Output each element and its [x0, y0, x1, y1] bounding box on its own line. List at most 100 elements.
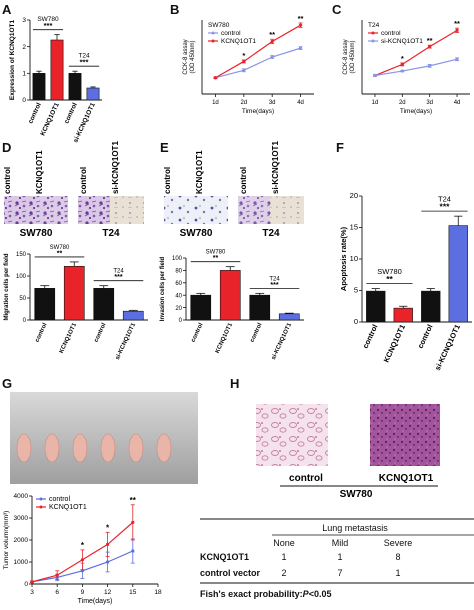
panel-letter-e: E [160, 140, 169, 155]
d-photo-t24-si [110, 196, 144, 224]
x-tick-label: control [250, 322, 264, 343]
panel-d-micrographs: control KCNQ1OT1 control si-KCNQ1OT1 SW7… [3, 141, 144, 239]
x-tick-label: KCNQ1OT1 [382, 323, 407, 364]
group-label: T24 [269, 276, 280, 282]
legend-label: KCNQ1OT1 [221, 38, 256, 45]
e-caption-sw780: SW780 [180, 228, 213, 239]
data-point [455, 57, 459, 61]
legend-marker [211, 31, 215, 35]
bar [249, 294, 271, 321]
mouse-1 [16, 433, 32, 463]
data-point [428, 45, 432, 49]
d-photo-label-control-2: control [79, 167, 88, 194]
h-photo-kcnq [370, 404, 440, 466]
data-point [270, 39, 274, 44]
mouse-6 [156, 433, 172, 463]
data-point [298, 23, 303, 27]
y-tick-label: 4000 [14, 493, 29, 500]
y-axis-label: (OD 450nm) [190, 40, 196, 73]
legend-marker [211, 39, 215, 43]
data-point [106, 560, 110, 564]
y-axis-label: Invasion cells per field [160, 256, 166, 321]
x-tick-label: control [27, 102, 43, 125]
significance-stars: ** [427, 36, 433, 45]
e-photo-t24-control [238, 196, 270, 224]
panel-letter-b: B [170, 2, 179, 17]
y-tick-label: 100 [172, 256, 183, 262]
bar [32, 73, 46, 101]
x-tick-label: si-KCNQ1OT1 [115, 322, 137, 361]
group-label: T24 [78, 53, 90, 60]
chart-e-invasion: 0 20 40 60 80 100 Invasion cells per field cont… [160, 250, 304, 361]
y-tick-label: 80 [175, 269, 182, 275]
y-axis-label: CCK-8 assay [343, 39, 349, 74]
x-tick-label: 3d [269, 100, 276, 106]
legend-title: T24 [368, 22, 380, 29]
y-tick-label: 3000 [14, 515, 29, 522]
e-photo-sw780-control [164, 196, 196, 224]
data-point [373, 73, 377, 78]
panel-h-histology: control KCNQ1OT1 SW780 [256, 404, 440, 500]
group-label: T24 [438, 195, 451, 204]
e-photo-sw780-kcnq [196, 196, 228, 224]
e-photo-t24-si [270, 196, 304, 224]
group-label: SW780 [206, 250, 226, 256]
bar [50, 39, 64, 101]
d-caption-sw780: SW780 [20, 228, 53, 239]
x-tick-label: KCNQ1OT1 [59, 322, 79, 355]
legend-title: SW780 [208, 22, 230, 29]
series-line [374, 58, 458, 77]
y-tick-label: 20 [350, 191, 358, 200]
y-tick-label: 2 [22, 44, 26, 51]
y-tick-label: 1 [22, 71, 26, 78]
significance-stars: ** [57, 250, 63, 257]
panel-letters: A B C D E F G H [2, 2, 344, 391]
x-tick-label: 1d [212, 100, 219, 106]
significance-stars: * [81, 541, 85, 550]
table-row-label-1: KCNQ1OT1 [200, 552, 249, 562]
x-tick-label: si-KCNQ1OT1 [433, 323, 462, 372]
bar [190, 294, 212, 321]
panel-g-photo [10, 392, 198, 484]
y-axis-label: Apoptosis rate(%) [339, 226, 348, 291]
data-point [298, 46, 303, 50]
panel-e-micrographs: control KCNQ1OT1 control si-KCNQ1OT1 SW7… [163, 141, 304, 239]
table-title: Lung metastasis [322, 523, 388, 533]
h-label-control: control [289, 473, 323, 484]
x-tick-label: 2d [399, 100, 406, 106]
x-tick-label: control [63, 102, 79, 125]
bar [366, 290, 386, 323]
legend-label: KCNQ1OT1 [49, 504, 87, 511]
d-photo-label-si: si-KCNQ1OT1 [111, 141, 120, 194]
bar [421, 290, 441, 323]
y-tick-label: 100 [16, 274, 27, 280]
e-photo-label-control: control [163, 167, 172, 194]
data-point [400, 62, 404, 66]
series-line [215, 24, 301, 79]
table-col-none: None [273, 538, 295, 548]
significance-stars: ** [213, 255, 219, 262]
y-tick-label: 0 [354, 317, 358, 326]
x-tick-label: 4d [297, 100, 304, 106]
table-row-label-2: control vector [200, 568, 261, 578]
chart-c-cck8-t24: 1d 2d 3d 4d Time(days) CCK-8 assay (OD 450nm) *… [343, 19, 470, 115]
significance-stars: ** [454, 19, 460, 28]
bar [86, 87, 100, 101]
significance-stars: *** [270, 282, 278, 289]
y-tick-label: 2000 [14, 537, 29, 544]
x-tick-label: 3 [30, 589, 34, 596]
x-tick-label: KCNQ1OT1 [215, 322, 235, 355]
legend-marker [371, 39, 375, 43]
d-caption-t24: T24 [102, 228, 120, 239]
y-axis-label: (OD 450nm) [350, 40, 356, 73]
x-tick-label: KCNQ1OT1 [40, 102, 61, 137]
y-tick-label: 1000 [14, 559, 29, 566]
data-point [213, 76, 218, 80]
mouse-4 [100, 433, 116, 463]
d-photo-label-kcnq: KCNQ1OT1 [35, 150, 44, 194]
bar [122, 310, 144, 321]
significance-stars: ** [298, 14, 304, 23]
h-caption-sw780: SW780 [340, 489, 373, 500]
